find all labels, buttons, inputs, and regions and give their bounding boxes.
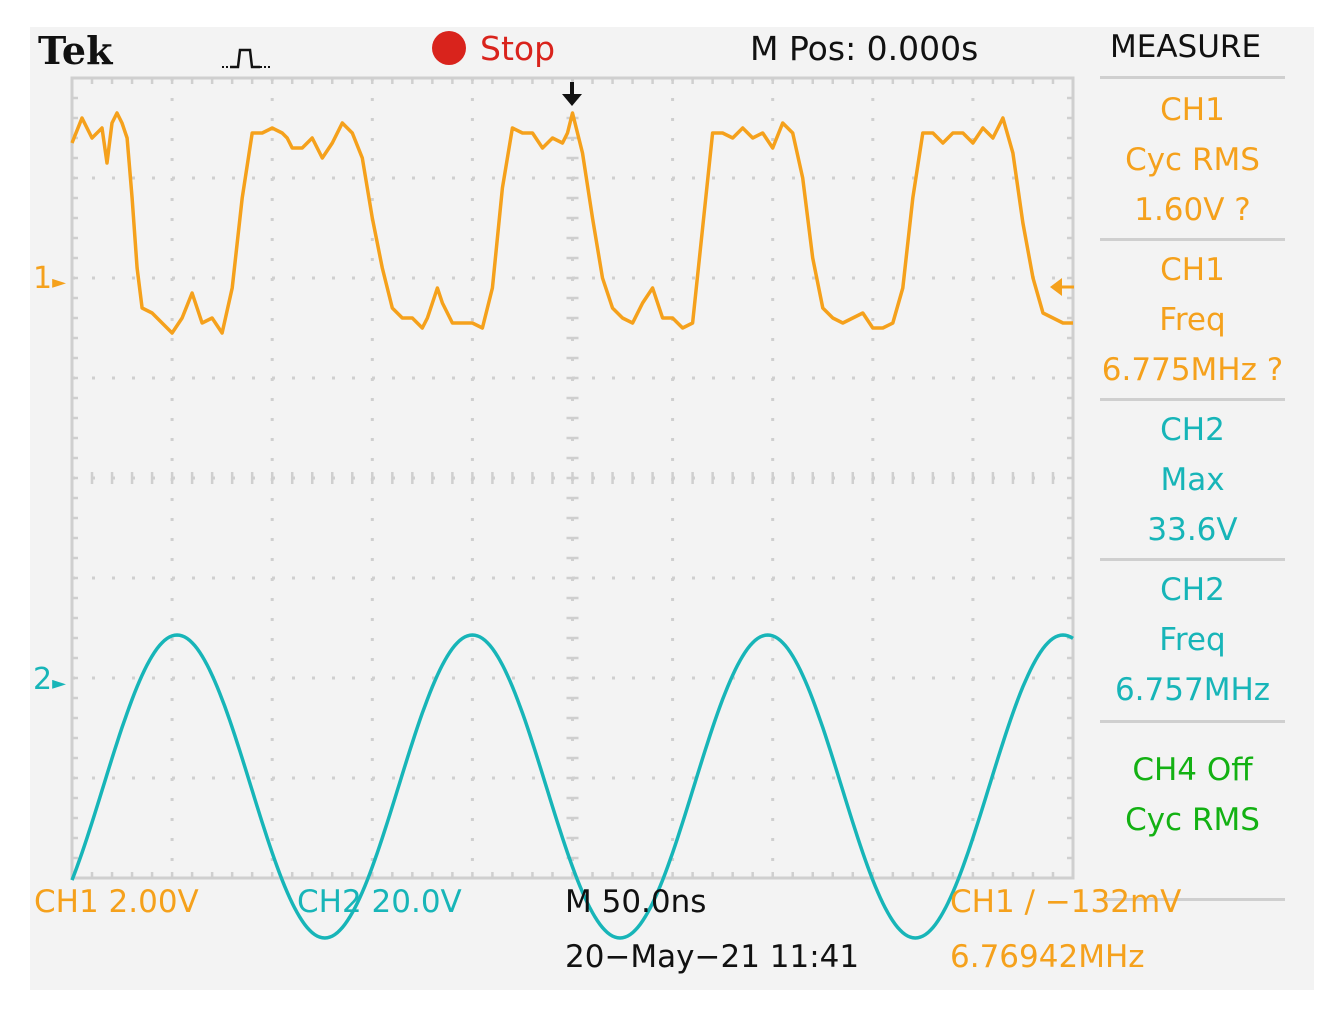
tek-logo: Tek <box>38 28 113 73</box>
measure-divider <box>1100 238 1285 241</box>
measure-divider <box>1100 76 1285 79</box>
measure-line: CH4 Off <box>1132 752 1253 788</box>
trigger-position-arrow-icon <box>562 82 582 106</box>
trigger-frequency: 6.76942MHz <box>950 939 1145 975</box>
traces <box>70 111 1074 940</box>
measure-line: CH1 <box>1160 252 1225 288</box>
measure-item-2: CH1 Freq 6.775MHz ? <box>1100 245 1285 395</box>
measure-title: MEASURE <box>1110 29 1262 65</box>
measure-line: 6.757MHz <box>1114 672 1271 708</box>
measure-line: Cyc RMS <box>1125 802 1260 838</box>
timebase: M 50.0ns <box>565 884 707 920</box>
measure-line: Max <box>1160 462 1225 498</box>
acquisition-state: Stop <box>480 29 556 68</box>
measure-item-3: CH2 Max 33.6V <box>1100 405 1285 555</box>
ch2-trace <box>70 633 1074 940</box>
date-time: 20−May−21 11:41 <box>565 939 860 975</box>
ch2-ground-marker: 2► <box>33 662 66 697</box>
ch2-scale: CH2 20.0V <box>297 884 462 920</box>
measure-line: CH2 <box>1160 412 1225 448</box>
trigger-level-arrow-icon <box>1050 278 1074 296</box>
measure-line: 6.775MHz ? <box>1101 352 1284 388</box>
measure-line: Cyc RMS <box>1125 142 1260 178</box>
measure-divider <box>1100 898 1285 901</box>
measure-line: Freq <box>1159 622 1226 658</box>
ch1-ground-marker: 1► <box>33 261 66 296</box>
measure-line: 1.60V ? <box>1134 192 1251 228</box>
trigger-readout: CH1 ∕ −132mV <box>950 884 1182 920</box>
measure-divider <box>1100 720 1285 723</box>
measure-line: 33.6V <box>1147 512 1238 548</box>
measure-item-4: CH2 Freq 6.757MHz <box>1100 565 1285 715</box>
graticule <box>70 76 1075 880</box>
measure-item-5: CH4 Off Cyc RMS <box>1100 745 1285 845</box>
m-pos-readout: M Pos: 0.000s <box>750 29 979 68</box>
measure-line: CH2 <box>1160 572 1225 608</box>
ch1-trace <box>70 111 1073 335</box>
measure-line: CH1 <box>1160 92 1225 128</box>
measure-line: Freq <box>1159 302 1226 338</box>
measure-item-1: CH1 Cyc RMS 1.60V ? <box>1100 85 1285 235</box>
measure-divider <box>1100 558 1285 561</box>
measure-divider <box>1100 398 1285 401</box>
ch1-scale: CH1 2.00V <box>34 884 199 920</box>
